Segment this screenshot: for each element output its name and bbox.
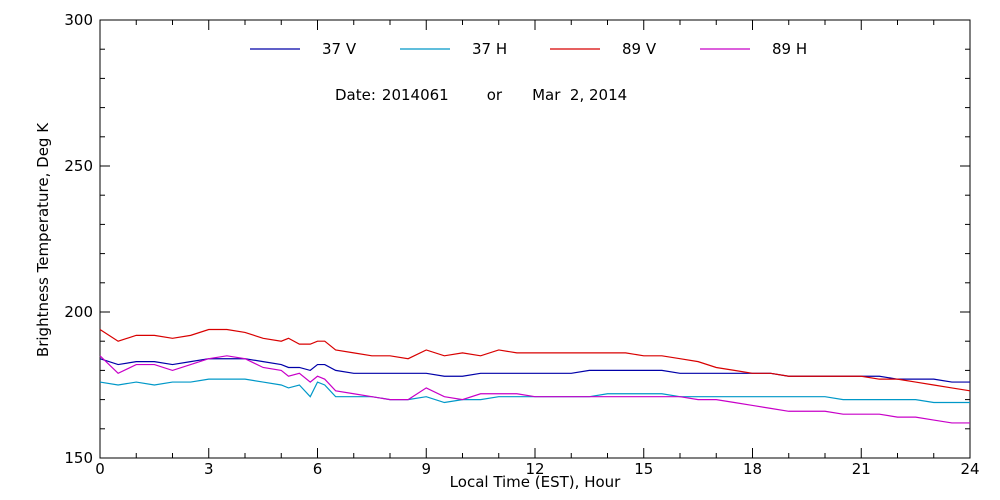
series-line-37-h: [99, 378, 970, 404]
y-axis-label: Brightness Temperature, Deg K: [34, 122, 52, 357]
x-tick-label: 24: [960, 460, 979, 478]
x-tick-label: 0: [95, 460, 105, 478]
date-connector: or: [487, 86, 503, 104]
x-tick-label: 9: [421, 460, 431, 478]
legend-label: 37 V: [322, 40, 357, 58]
x-axis-label: Local Time (EST), Hour: [450, 473, 621, 491]
legend-label: 37 H: [472, 40, 507, 58]
y-tick-label: 200: [64, 303, 93, 321]
x-tick-label: 6: [313, 460, 323, 478]
x-tick-label: 15: [634, 460, 653, 478]
series-line-89-h: [99, 355, 970, 424]
x-tick-label: 3: [204, 460, 214, 478]
series-layer: [99, 328, 971, 424]
x-tick-label: 18: [743, 460, 762, 478]
legend-item-89-h: 89 H: [700, 40, 807, 58]
y-tick-label: 300: [64, 11, 93, 29]
y-tick-label: 150: [64, 449, 93, 467]
axes-layer: 0 3 6 9 12 15 18 21 24 150 200 250 300: [64, 11, 979, 478]
legend-item-37-h: 37 H: [400, 40, 507, 58]
legend-item-89-v: 89 V: [550, 40, 657, 58]
series-line-89-v: [99, 328, 971, 392]
x-tick-label: 12: [525, 460, 544, 478]
date-date-prefix: Date:: [335, 86, 376, 104]
date-date-code: 2014061: [382, 86, 449, 104]
legend-label: 89 V: [622, 40, 657, 58]
legend: 37 V 37 H 89 V 89 H: [250, 40, 807, 58]
legend-label: 89 H: [772, 40, 807, 58]
date-annotation: Date: 2014061 or Mar 2, 2014: [335, 86, 627, 104]
x-tick-label: 21: [852, 460, 871, 478]
y-tick-label: 250: [64, 157, 93, 175]
legend-item-37-v: 37 V: [250, 40, 357, 58]
date-date-text: Mar 2, 2014: [532, 86, 627, 104]
